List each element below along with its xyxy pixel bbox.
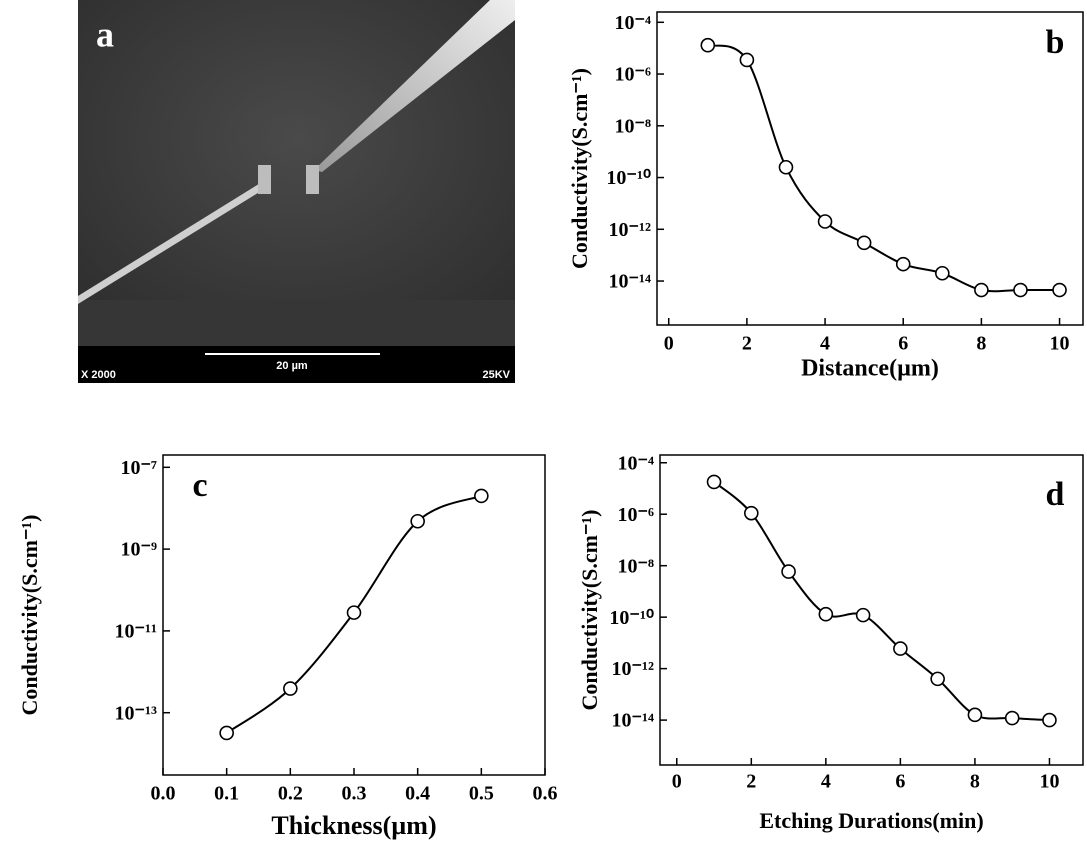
x-tick-label: 0.2 — [278, 783, 303, 805]
data-point — [1004, 710, 1020, 726]
x-tick-label: 2 — [742, 333, 752, 355]
data-point — [1042, 712, 1057, 728]
panel-label: a — [96, 14, 114, 54]
data-point — [935, 265, 950, 281]
x-tick-label: 10 — [1050, 333, 1070, 355]
y-tick-label: 10⁻⁴ — [617, 452, 654, 474]
x-axis-title: Distance(µm) — [801, 356, 939, 382]
x-tick-label: 8 — [976, 333, 986, 355]
x-tick-label: 6 — [895, 771, 905, 793]
data-point — [706, 474, 722, 490]
plot-frame — [659, 454, 1084, 766]
right-probe — [314, 0, 515, 172]
data-point — [744, 505, 759, 521]
data-point — [283, 681, 298, 696]
data-point — [1052, 282, 1067, 298]
y-tick-label: 10⁻⁸ — [617, 555, 654, 577]
data-point — [410, 513, 425, 529]
x-tick-label: 0.3 — [342, 783, 367, 805]
panel-label: d — [1046, 476, 1065, 513]
x-tick-label: 0.0 — [151, 783, 176, 805]
x-tick-label: 2 — [746, 771, 756, 793]
data-point — [739, 52, 755, 68]
magnification: X 2000 — [81, 369, 116, 381]
y-tick-label: 10⁻⁷ — [120, 457, 157, 479]
data-point — [855, 607, 871, 623]
left-probe — [78, 182, 266, 304]
panel-label: c — [192, 467, 207, 504]
data-point — [893, 641, 908, 656]
y-tick-label: 10⁻¹² — [611, 658, 654, 680]
x-tick-label: 10 — [1039, 771, 1059, 793]
data-point — [700, 37, 716, 53]
x-tick-label: 0 — [672, 771, 682, 793]
y-tick-label: 10⁻¹⁰ — [606, 167, 651, 189]
y-tick-label: 10⁻¹⁰ — [609, 607, 654, 629]
x-tick-label: 0 — [664, 333, 674, 355]
data-point — [967, 707, 983, 723]
x-axis-title: Thickness(µm) — [271, 811, 436, 840]
y-tick-label: 10⁻⁶ — [614, 64, 651, 86]
y-tick-label: 10⁻¹² — [608, 219, 651, 241]
sem-substrate-edge — [78, 300, 515, 346]
data-point — [818, 606, 834, 622]
data-point — [474, 488, 489, 504]
x-tick-label: 6 — [898, 333, 908, 355]
plot-frame — [656, 11, 1084, 326]
y-tick-label: 10⁻⁹ — [120, 539, 157, 561]
y-tick-label: 10⁻¹¹ — [114, 621, 157, 643]
y-tick-label: 10⁻⁸ — [614, 115, 651, 137]
y-tick-label: 10⁻¹⁴ — [611, 710, 654, 732]
data-line — [713, 481, 1050, 722]
x-tick-label: 8 — [970, 771, 980, 793]
data-point — [778, 159, 794, 175]
data-point — [219, 725, 234, 741]
y-tick-label: 10⁻¹⁴ — [608, 271, 651, 293]
data-point — [1013, 282, 1028, 298]
data-point — [856, 235, 872, 251]
right-pad — [306, 165, 319, 194]
panel-label: b — [1046, 24, 1065, 61]
data-point — [930, 671, 945, 687]
data-point — [346, 605, 362, 620]
y-axis-title: Conductivity(S.cm⁻¹) — [567, 68, 592, 269]
x-tick-label: 0.1 — [214, 783, 239, 805]
x-tick-label: 0.6 — [533, 783, 558, 805]
y-tick-label: 10⁻⁶ — [617, 504, 654, 526]
x-tick-label: 4 — [821, 771, 831, 793]
y-tick-label: 10⁻⁴ — [614, 12, 651, 34]
voltage: 25KV — [482, 369, 510, 381]
x-tick-label: 4 — [820, 333, 830, 355]
data-line — [707, 44, 1060, 293]
y-axis-title: Conductivity(S.cm⁻¹) — [577, 510, 602, 711]
y-tick-label: 10⁻¹³ — [114, 702, 157, 724]
sem-info-bar — [78, 346, 515, 383]
sem-image: X 2000 20 µm 25KV a — [78, 0, 515, 383]
data-point — [781, 564, 796, 579]
left-pad — [258, 165, 271, 194]
data-point — [895, 256, 911, 272]
data-point — [817, 214, 833, 229]
data-point — [974, 282, 989, 298]
y-axis-title: Conductivity(S.cm⁻¹) — [17, 515, 42, 716]
x-tick-label: 0.5 — [469, 783, 494, 805]
x-axis-title: Etching Durations(min) — [759, 808, 983, 833]
scale-bar-label: 20 µm — [276, 360, 308, 372]
x-tick-label: 0.4 — [405, 783, 430, 805]
